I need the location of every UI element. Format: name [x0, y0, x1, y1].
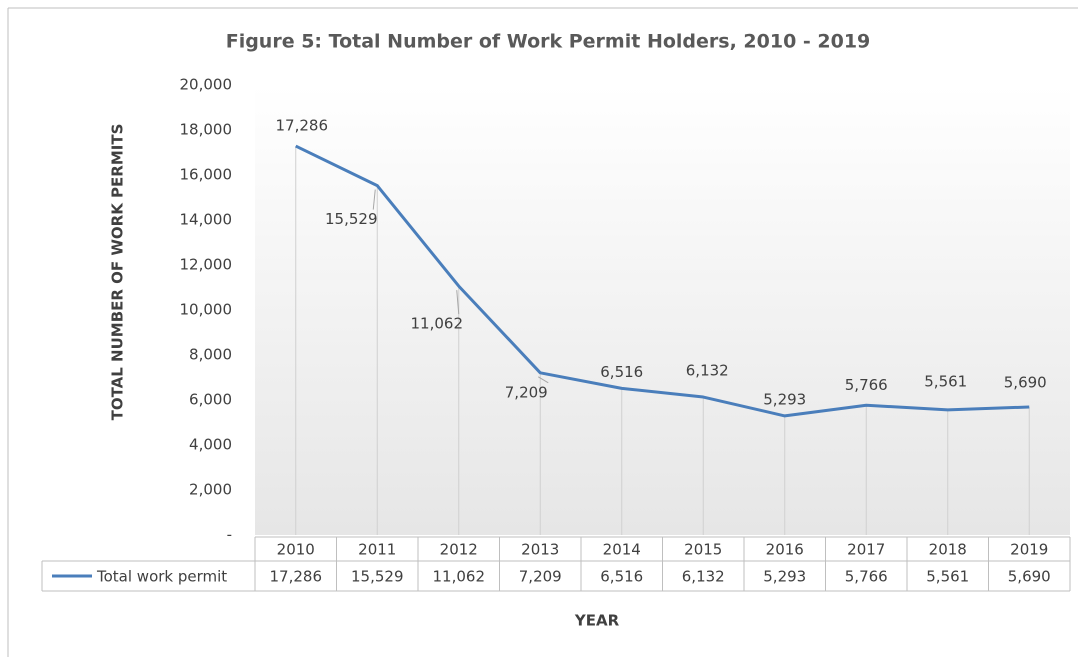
- x-tick-label: 2018: [929, 541, 967, 559]
- y-tick-label: 10,000: [180, 301, 233, 319]
- plot-area: [255, 85, 1070, 535]
- x-axis-title: YEAR: [574, 612, 620, 630]
- y-tick-label: 16,000: [180, 166, 233, 184]
- data-label: 5,690: [1004, 373, 1047, 391]
- x-tick-label: 2017: [847, 541, 885, 559]
- data-label: 5,766: [845, 376, 888, 394]
- x-tick-label: 2010: [277, 541, 315, 559]
- legend-label: Total work permit: [96, 568, 227, 586]
- table-value: 15,529: [351, 568, 404, 586]
- y-tick-label: 20,000: [180, 76, 233, 94]
- data-label: 5,293: [763, 390, 806, 408]
- y-axis-title: TOTAL NUMBER OF WORK PERMITS: [109, 124, 127, 421]
- x-tick-label: 2019: [1010, 541, 1048, 559]
- table-value: 5,561: [926, 568, 969, 586]
- y-tick-label: 12,000: [180, 256, 233, 274]
- y-tick-label: -: [227, 526, 232, 544]
- y-tick-label: 14,000: [180, 211, 233, 229]
- y-tick-label: 6,000: [189, 391, 232, 409]
- table-value: 5,766: [845, 568, 888, 586]
- x-tick-label: 2011: [358, 541, 396, 559]
- y-tick-label: 4,000: [189, 436, 232, 454]
- x-tick-label: 2016: [766, 541, 804, 559]
- table-value: 5,293: [763, 568, 806, 586]
- data-label: 15,529: [325, 210, 378, 228]
- chart-title: Figure 5: Total Number of Work Permit Ho…: [226, 31, 871, 53]
- x-tick-label: 2012: [440, 541, 478, 559]
- leader-line: [537, 376, 549, 384]
- data-label: 11,062: [411, 315, 464, 333]
- y-tick-label: 2,000: [189, 481, 232, 499]
- x-tick-label: 2015: [684, 541, 722, 559]
- table-value: 5,690: [1008, 568, 1051, 586]
- x-tick-label: 2013: [521, 541, 559, 559]
- leader-line: [456, 290, 460, 315]
- line-series: [295, 144, 1030, 418]
- table-value: 11,062: [433, 568, 486, 586]
- y-tick-label: 18,000: [180, 121, 233, 139]
- data-label: 7,209: [505, 383, 548, 401]
- x-tick-label: 2014: [603, 541, 641, 559]
- table-value: 17,286: [270, 568, 323, 586]
- y-tick-label: 8,000: [189, 346, 232, 364]
- data-label: 17,286: [276, 117, 329, 135]
- table-value: 6,516: [600, 568, 643, 586]
- table-value: 6,132: [682, 568, 725, 586]
- data-label: 5,561: [924, 372, 967, 390]
- leader-line: [372, 189, 376, 210]
- data-label: 6,132: [686, 362, 729, 380]
- table-value: 7,209: [519, 568, 562, 586]
- data-label: 6,516: [600, 363, 643, 381]
